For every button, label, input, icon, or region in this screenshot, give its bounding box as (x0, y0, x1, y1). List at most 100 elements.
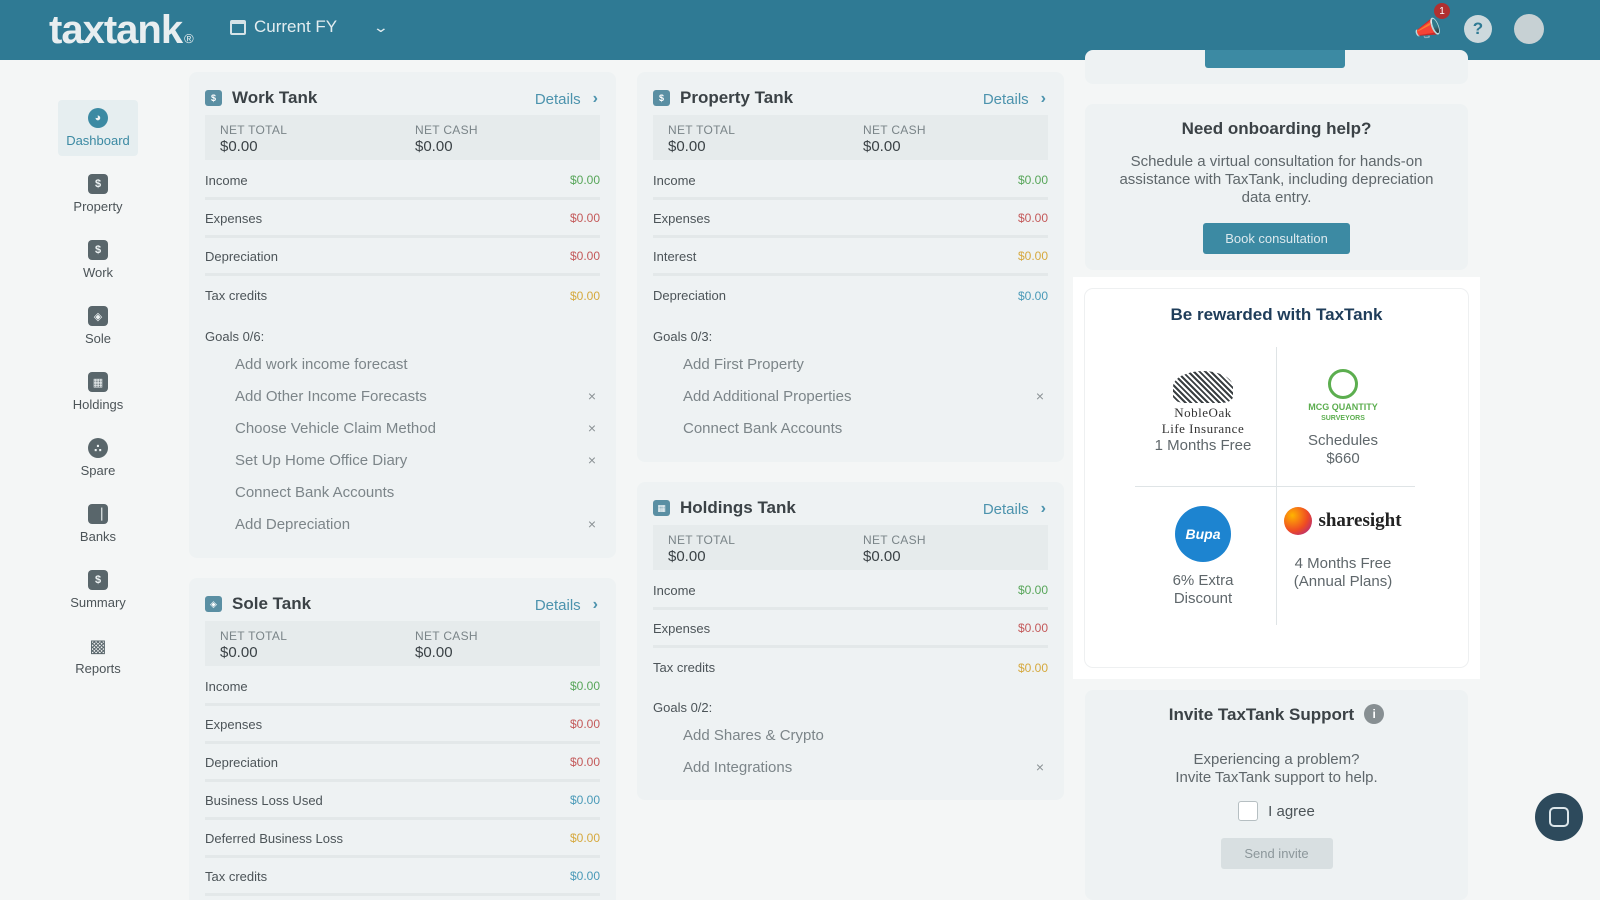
goals-heading: Goals 0/6: (205, 329, 265, 344)
close-icon[interactable]: × (1035, 388, 1044, 404)
send-invite-button[interactable]: Send invite (1220, 838, 1333, 869)
table-row: Expenses $0.00 (653, 201, 1048, 238)
goal-item[interactable]: Choose Vehicle Claim Method × (235, 420, 596, 437)
chevron-right-icon: › (592, 90, 598, 107)
agree-checkbox[interactable]: I agree (1238, 801, 1315, 821)
rewards-card: Be rewarded with TaxTank NobleOak Life In… (1085, 289, 1468, 667)
chevron-right-icon: › (592, 596, 598, 613)
sidebar-item-property[interactable]: $ Property (58, 166, 138, 222)
info-icon[interactable]: i (1364, 704, 1385, 724)
sidebar-item-banks[interactable]: ▕ Banks (58, 496, 138, 552)
partner-offer: (Annual Plans) (1293, 573, 1393, 590)
goal-item[interactable]: Add work income forecast (235, 356, 408, 373)
net-summary: NET TOTAL $0.00 NET CASH $0.00 (205, 115, 600, 160)
goal-item[interactable]: Add Additional Properties × (683, 388, 1044, 405)
goals-heading: Goals 0/2: (653, 700, 713, 715)
table-row: Tax credits $0.00 (205, 859, 600, 896)
sole-details-link[interactable]: Details › (534, 596, 598, 614)
chevron-right-icon: › (1040, 500, 1046, 517)
table-row: Income $0.00 (205, 163, 600, 200)
work-icon: $ (88, 240, 108, 260)
net-summary: NET TOTAL $0.00 NET CASH $0.00 (653, 115, 1048, 160)
goal-item[interactable]: Connect Bank Accounts (683, 420, 843, 437)
sole-icon: ◈ (88, 306, 108, 326)
close-icon[interactable]: × (1035, 759, 1044, 775)
close-icon[interactable]: × (587, 388, 596, 404)
property-icon: $ (88, 174, 108, 194)
table-row: Expenses $0.00 (653, 611, 1048, 648)
partner-offer: Discount (1173, 590, 1233, 607)
card-title: Holdings Tank (680, 498, 796, 517)
notifications-icon[interactable]: 📣 1 (1414, 3, 1450, 43)
cut-off-button[interactable] (1205, 50, 1345, 68)
property-icon: $ (653, 90, 670, 106)
goal-item[interactable]: Add Shares & Crypto (683, 727, 824, 744)
mcg-logo (1328, 369, 1358, 399)
chat-launcher[interactable] (1535, 793, 1583, 841)
goal-item[interactable]: Add First Property (683, 356, 804, 373)
partner-nobleoak[interactable]: NobleOak Life Insurance 1 Months Free (1128, 371, 1278, 455)
help-icon[interactable]: ? (1464, 15, 1492, 43)
chevron-down-icon: ⌄ (372, 18, 390, 35)
reward-highlight: Be rewarded with TaxTank NobleOak Life In… (1073, 277, 1480, 679)
partner-bupa[interactable]: Bupa 6% Extra Discount (1128, 506, 1278, 608)
onboarding-title: Need onboarding help? (1181, 119, 1372, 138)
calendar-icon (230, 19, 246, 35)
spare-icon: ∴ (88, 438, 108, 458)
sidebar-item-work[interactable]: $ Work (58, 232, 138, 288)
sidebar-item-summary[interactable]: $ Summary (58, 562, 138, 618)
partner-offer: 6% Extra (1172, 572, 1234, 589)
goal-item[interactable]: Add Depreciation × (235, 516, 596, 533)
close-icon[interactable]: × (587, 420, 596, 436)
chat-icon (1549, 807, 1569, 827)
net-summary: NET TOTAL $0.00 NET CASH $0.00 (205, 621, 600, 666)
partner-offer: Schedules (1307, 432, 1379, 449)
goal-item[interactable]: Connect Bank Accounts (235, 484, 395, 501)
reports-icon: ▩ (89, 635, 107, 656)
summary-icon: $ (88, 570, 108, 590)
fy-selector[interactable]: Current FY ⌄ (230, 17, 390, 37)
checkbox[interactable] (1238, 801, 1259, 821)
table-row: Tax credits $0.00 (205, 288, 600, 303)
close-icon[interactable]: × (587, 452, 596, 468)
table-row: Tax credits $0.00 (653, 660, 1048, 675)
goal-item[interactable]: Add Integrations × (683, 759, 1044, 776)
sidebar-item-sole[interactable]: ◈ Sole (58, 298, 138, 354)
support-line1: Experiencing a problem? (1193, 751, 1360, 768)
close-icon[interactable]: × (587, 516, 596, 532)
sharesight-orb-icon (1284, 507, 1313, 535)
book-consultation-button[interactable]: Book consultation (1203, 223, 1350, 254)
sidebar-item-dashboard[interactable]: ◕ Dashboard (58, 100, 138, 156)
sidebar-item-spare[interactable]: ∴ Spare (58, 430, 138, 486)
partner-sharesight[interactable]: sharesight 4 Months Free (Annual Plans) (1253, 507, 1433, 591)
goal-item[interactable]: Set Up Home Office Diary × (235, 452, 596, 469)
holdings-tank-card: ▦ Holdings Tank Details › NET TOTAL $0.00 N… (637, 482, 1064, 800)
previous-card-remnant (1085, 50, 1468, 84)
holdings-details-link[interactable]: Details › (982, 500, 1046, 518)
card-title: Sole Tank (232, 594, 312, 613)
table-row: Income $0.00 (205, 669, 600, 706)
avatar[interactable] (1514, 14, 1544, 44)
partner-offer: 1 Months Free (1154, 437, 1252, 454)
support-title: Invite TaxTank Support (1168, 705, 1355, 724)
work-details-link[interactable]: Details › (534, 90, 598, 108)
partner-offer: 4 Months Free (1294, 555, 1392, 572)
partner-mcg[interactable]: MCG QUANTITY SURVEYORS Schedules $660 (1268, 369, 1418, 468)
sole-tank-card: ◈ Sole Tank Details › NET TOTAL $0.00 NET C… (189, 578, 616, 900)
divider (1135, 486, 1415, 487)
support-line2: Invite TaxTank support to help. (1175, 769, 1378, 786)
net-summary: NET TOTAL $0.00 NET CASH $0.00 (653, 525, 1048, 570)
goal-item[interactable]: Add Other Income Forecasts × (235, 388, 596, 405)
card-title: Property Tank (680, 88, 794, 107)
goals-heading: Goals 0/3: (653, 329, 713, 344)
sidebar-item-reports[interactable]: ▩ Reports (75, 635, 121, 677)
taxtank-logo[interactable]: taxtank ® (49, 8, 194, 52)
work-icon: $ (205, 90, 222, 106)
property-details-link[interactable]: Details › (982, 90, 1046, 108)
table-row: Interest $0.00 (653, 239, 1048, 276)
banks-icon: ▕ (88, 504, 108, 524)
dashboard-icon: ◕ (88, 108, 108, 128)
top-bar: taxtank ® Current FY ⌄ 📣 1 ? (0, 0, 1600, 60)
sidebar-item-holdings[interactable]: ▦ Holdings (58, 364, 138, 420)
table-row: Depreciation $0.00 (205, 239, 600, 276)
